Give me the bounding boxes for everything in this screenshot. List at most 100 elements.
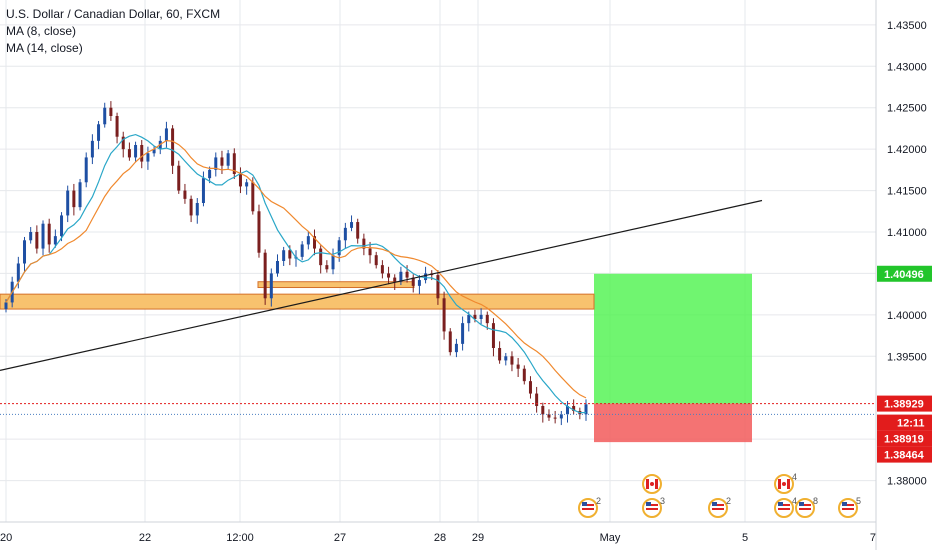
- us-flag-icon: [582, 502, 587, 506]
- price-label-text: 1.38929: [884, 399, 924, 411]
- stop-zone[interactable]: [594, 403, 752, 443]
- candle-body: [134, 145, 138, 158]
- support-zone[interactable]: [0, 293, 595, 310]
- ca-flag-icon: [782, 482, 786, 486]
- candle-body: [306, 236, 310, 245]
- price-label-text: 1.38919: [884, 434, 924, 446]
- candle-body: [214, 157, 218, 170]
- candle-body: [343, 227, 347, 241]
- price-label-box: [877, 414, 932, 431]
- price-tick-label: 1.40000: [887, 310, 927, 322]
- ca-flag-icon: [778, 479, 781, 489]
- us-flag-icon: [712, 504, 724, 506]
- candle-body: [559, 414, 563, 419]
- candle-body: [325, 265, 329, 270]
- candle-body: [473, 314, 477, 319]
- small-zone[interactable]: [257, 281, 415, 289]
- candle-body: [547, 414, 551, 418]
- candle-body: [380, 265, 384, 274]
- candle-body: [269, 273, 273, 299]
- candle-body: [164, 128, 168, 141]
- trendline[interactable]: [0, 199, 763, 371]
- candle-body: [60, 215, 64, 237]
- candle-body: [282, 250, 286, 261]
- candle-body: [23, 240, 27, 264]
- candle-body: [171, 128, 175, 166]
- candle-body: [208, 169, 212, 179]
- time-tick-label: 27: [334, 532, 346, 544]
- candle-body: [201, 178, 205, 203]
- candle-body: [491, 323, 495, 348]
- candle-body: [368, 248, 372, 256]
- candle-body: [374, 255, 378, 266]
- candle-body: [66, 190, 70, 216]
- candle-body: [53, 236, 57, 245]
- price-label-box: [877, 265, 932, 282]
- target-zone[interactable]: [594, 273, 752, 404]
- candle-body: [288, 250, 292, 259]
- candle-body: [541, 406, 545, 415]
- candle-body: [467, 314, 471, 324]
- ca-flag-icon: [650, 482, 654, 486]
- candle-body: [553, 417, 557, 419]
- us-flag-icon: [582, 504, 594, 506]
- time-tick-label: May: [600, 532, 621, 544]
- candle-body: [313, 236, 317, 249]
- us-flag-icon: [646, 508, 658, 510]
- us-flag-icon: [582, 508, 594, 510]
- time-tick-label: 28: [434, 532, 446, 544]
- time-tick-label: 7: [870, 532, 876, 544]
- time-tick-label: 20: [0, 532, 12, 544]
- candle-body: [337, 240, 341, 256]
- us-flag-icon: [778, 504, 790, 506]
- candle-body: [78, 182, 82, 208]
- candle-body: [140, 145, 144, 162]
- candle-body: [584, 404, 588, 415]
- candle-body: [331, 255, 335, 270]
- price-tick-label: 1.42000: [887, 144, 927, 156]
- candle-body: [300, 244, 304, 257]
- time-tick-label: 12:00: [226, 532, 254, 544]
- candle-body: [127, 149, 131, 158]
- time-tick-label: 22: [139, 532, 151, 544]
- price-tick-label: 1.43000: [887, 61, 927, 73]
- price-label-box: [877, 395, 932, 412]
- candle-body: [504, 356, 508, 361]
- candle-body: [535, 393, 539, 406]
- candle-body: [479, 314, 483, 319]
- event-count: 3: [660, 496, 665, 506]
- candle-body: [245, 182, 249, 187]
- candle-body: [41, 223, 45, 249]
- event-count: 8: [813, 496, 818, 506]
- candle-body: [72, 190, 76, 208]
- ca-flag-icon: [655, 479, 658, 489]
- us-flag-icon: [778, 508, 790, 510]
- price-tick-label: 1.42500: [887, 103, 927, 115]
- price-tick-label: 1.38000: [887, 476, 927, 488]
- candle-body: [387, 273, 391, 278]
- symbol-title[interactable]: U.S. Dollar / Canadian Dollar, 60, FXCM: [6, 7, 221, 21]
- price-tick-label: 1.43500: [887, 20, 927, 32]
- us-flag-icon: [842, 508, 854, 510]
- candle-body: [263, 252, 267, 299]
- price-label-text: 12:11: [897, 418, 925, 430]
- candle-body: [572, 406, 576, 411]
- candle-body: [565, 406, 569, 415]
- us-flag-icon: [646, 502, 651, 506]
- candle-body: [97, 124, 101, 141]
- us-flag-icon: [799, 504, 811, 506]
- indicator-ma8[interactable]: MA (8, close): [6, 24, 77, 38]
- us-flag-icon: [799, 508, 811, 510]
- candle-body: [516, 364, 520, 369]
- candle-body: [152, 149, 156, 154]
- us-flag-icon: [646, 504, 658, 506]
- candle-body: [275, 261, 279, 274]
- candle-body: [90, 140, 94, 158]
- candle-body: [257, 211, 261, 253]
- price-tick-label: 1.41000: [887, 227, 927, 239]
- indicator-ma14[interactable]: MA (14, close): [6, 41, 83, 55]
- candle-body: [226, 153, 230, 166]
- candle-body: [399, 271, 403, 282]
- chart-legend: U.S. Dollar / Canadian Dollar, 60, FXCM …: [6, 6, 220, 57]
